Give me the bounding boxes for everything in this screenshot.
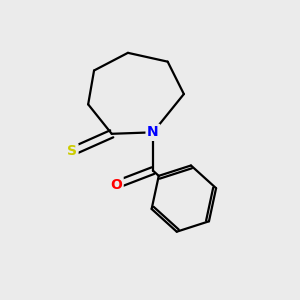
Text: O: O <box>110 178 122 192</box>
Text: N: N <box>147 125 159 139</box>
Text: S: S <box>67 145 77 158</box>
